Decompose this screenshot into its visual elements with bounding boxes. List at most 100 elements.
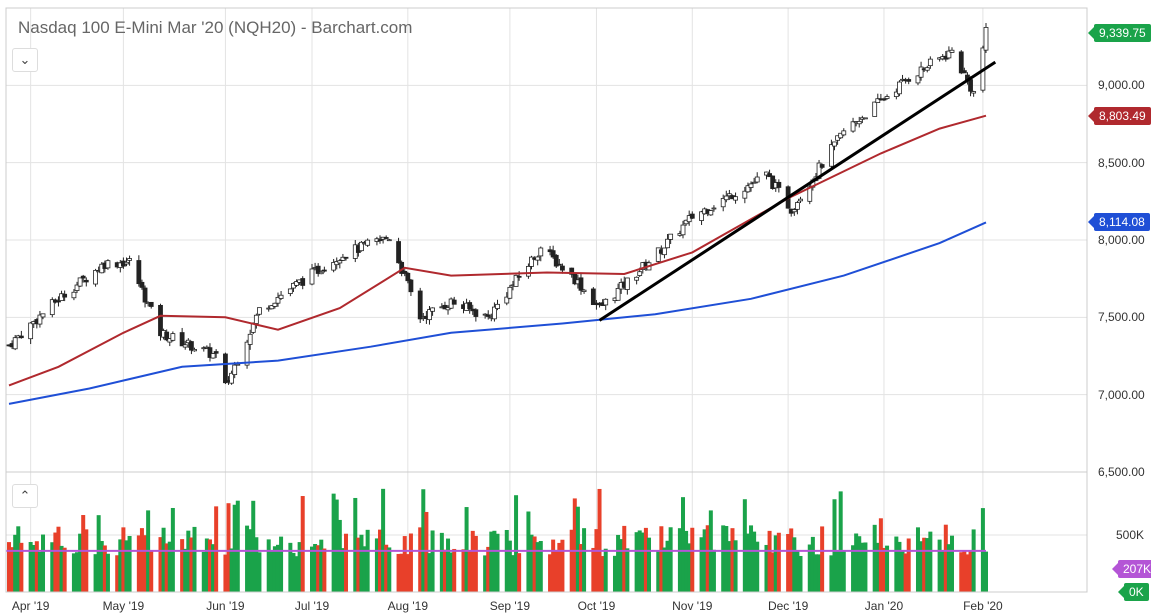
volume-bars [7, 488, 988, 592]
candle-body [223, 353, 228, 384]
volume-bar [115, 555, 120, 592]
indicator-lines [6, 60, 997, 552]
candle-body [148, 301, 154, 307]
candle-body [359, 241, 364, 252]
volume-bar [940, 551, 945, 592]
volume-bar [449, 552, 454, 592]
candle-body [863, 117, 868, 120]
volume-bar [102, 545, 107, 592]
volume-bar [402, 536, 407, 592]
candle-body [983, 27, 989, 51]
volume-bar [851, 545, 856, 592]
time-tick-label: Dec '19 [767, 599, 809, 613]
volume-bar [418, 527, 423, 592]
volume-bar [313, 543, 318, 592]
volume-bar [637, 530, 642, 592]
volume-bar [192, 526, 197, 592]
volume-bar [374, 538, 379, 592]
volume-bar [597, 488, 602, 592]
ma50-line [8, 114, 987, 387]
candle-body [294, 281, 299, 286]
candle-body [723, 195, 729, 201]
volume-bar [640, 532, 645, 592]
time-tick-label: Jun '19 [206, 599, 245, 613]
volume-bar [937, 539, 942, 592]
volume-bar [483, 555, 488, 592]
candle-body [553, 254, 559, 267]
candle-body [569, 267, 575, 275]
chart-title: Nasdaq 100 E-Mini Mar '20 (NQH20) - Barc… [18, 18, 413, 37]
volume-bar [906, 538, 911, 592]
candle-body [495, 303, 500, 309]
volume-bar [767, 530, 772, 592]
volume-bar [269, 551, 274, 592]
volume-bar [770, 552, 775, 592]
candle-body [751, 181, 757, 184]
volume-bar [572, 498, 577, 592]
volume-bar [223, 554, 228, 592]
volume-bar [702, 529, 707, 592]
volume-bar [591, 547, 596, 592]
candle-body [377, 239, 383, 242]
candle-body [49, 299, 55, 316]
time-tick-label: Sep '19 [489, 599, 531, 613]
candle-body [287, 288, 293, 294]
candle-body [668, 233, 674, 240]
volume-bar [143, 535, 148, 592]
candle-body [841, 130, 847, 136]
volume-bar [59, 545, 64, 592]
candle-body [127, 258, 132, 261]
volume-bar [600, 556, 605, 592]
volume-bar [16, 526, 21, 592]
volume-bar [297, 542, 302, 592]
volume-bar [353, 497, 358, 592]
volume-bar [625, 548, 630, 592]
candle-body [949, 49, 955, 53]
candle-body [538, 247, 544, 257]
candle-body [170, 333, 176, 341]
volume-bar [681, 497, 686, 592]
volume-bar [962, 551, 967, 592]
candle-body [634, 276, 640, 281]
volume-bar [37, 551, 42, 592]
candle-body [590, 288, 596, 306]
volume-bar [127, 535, 132, 592]
candle-body [832, 141, 837, 147]
collapse-volume-button[interactable]: ⌃ [12, 484, 38, 508]
volume-bar [31, 545, 36, 592]
candle-body [637, 271, 643, 276]
candle-body [603, 298, 609, 306]
volume-bar [946, 544, 951, 592]
ma50-badge: 8,803.49 [1088, 106, 1151, 125]
volume-bar [93, 554, 98, 592]
volume-bar [118, 539, 123, 592]
volume-bar [13, 534, 18, 592]
candle-body [662, 247, 667, 256]
candlesticks [6, 23, 989, 385]
candle-body [105, 260, 111, 269]
volume-bar [322, 548, 327, 592]
volume-bar [105, 553, 110, 592]
candle-body [535, 256, 541, 261]
candle-body [309, 268, 315, 285]
collapse-price-button[interactable]: ⌄ [12, 48, 38, 72]
volume-bar [53, 532, 58, 592]
volume-bar [699, 537, 704, 592]
volume-bar [300, 496, 305, 592]
volume-bar [755, 541, 760, 592]
volume-bar [362, 546, 367, 592]
volume-bar [510, 555, 515, 592]
volume-bar [291, 552, 296, 592]
candle-body [504, 296, 510, 304]
volume-bar [603, 548, 608, 592]
volume-bar [733, 540, 738, 592]
time-tick-label: May '19 [102, 599, 145, 613]
candle-body [513, 274, 519, 287]
candle-body [897, 81, 902, 95]
volume-bar [897, 541, 902, 592]
candle-body [179, 332, 185, 347]
volume-bar [832, 499, 837, 592]
candle-body [315, 265, 321, 274]
volume-bar [309, 546, 314, 592]
